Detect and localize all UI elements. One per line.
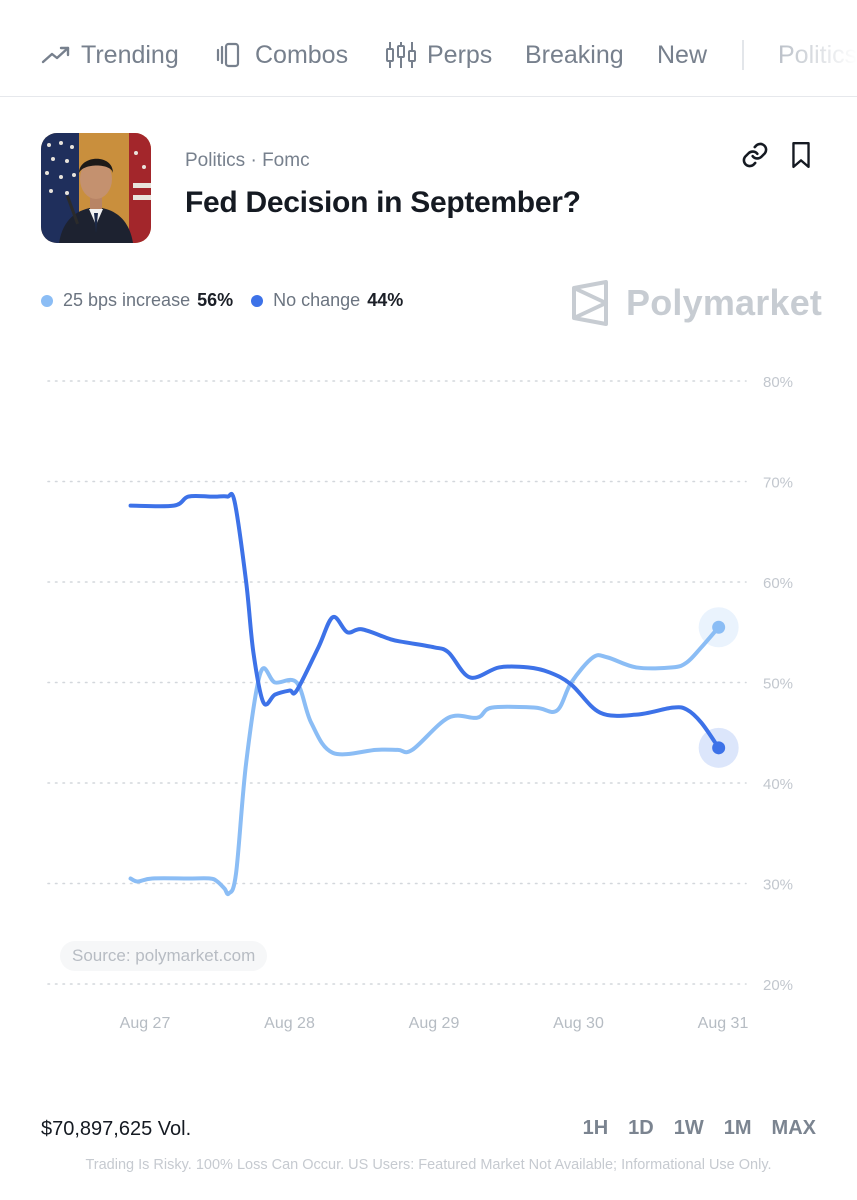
legend-dot-increase <box>41 294 53 307</box>
combos-icon <box>216 42 240 68</box>
legend-label-no-change: No change <box>273 290 361 310</box>
top-nav: Trending Combos Perps Breaking New Polit… <box>0 0 857 97</box>
chart-legend: 25 bps increase 56% No change 44% <box>41 290 421 311</box>
nav-divider <box>742 40 744 70</box>
price-chart: 80% 70% 60% 50% 40% 30% 20% Aug 27 Aug 28 Aug 29… <box>47 374 793 1032</box>
time-range-selector: 1H 1D 1W 1M MAX <box>563 1117 816 1140</box>
series-line-25bps-increase <box>128 625 721 897</box>
nav-tab-trending[interactable]: Trending <box>41 38 179 72</box>
nav-tab-label: Trending <box>81 40 179 69</box>
series-line-no-change <box>128 491 721 750</box>
brand-name: Polymarket <box>626 282 823 323</box>
trending-icon <box>41 46 70 64</box>
market-image <box>41 133 151 243</box>
y-tick-label: 50% <box>763 676 793 693</box>
y-tick-label: 70% <box>763 475 793 492</box>
range-max-button[interactable]: MAX <box>771 1117 816 1139</box>
x-tick-label: Aug 30 <box>553 1015 604 1032</box>
range-1w-button[interactable]: 1W <box>673 1117 704 1139</box>
nav-tab-new[interactable]: New <box>657 38 707 72</box>
legend-value-increase: 56% <box>197 290 234 310</box>
legend-dot-no-change <box>251 294 264 307</box>
x-tick-label: Aug 29 <box>409 1015 460 1032</box>
polymarket-watermark: Polymarket <box>570 280 822 326</box>
range-1h-button[interactable]: 1H <box>582 1117 609 1139</box>
y-tick-label: 60% <box>763 575 793 592</box>
copy-link-button[interactable] <box>740 140 770 170</box>
range-1d-button[interactable]: 1D <box>628 1117 654 1139</box>
nav-tab-combos[interactable]: Combos <box>215 38 348 72</box>
polymarket-logo-icon <box>572 280 608 326</box>
bookmark-button[interactable] <box>786 140 816 170</box>
x-tick-label: Aug 27 <box>120 1015 171 1032</box>
x-tick-label: Aug 31 <box>698 1015 749 1032</box>
nav-tab-politics[interactable]: Politics <box>778 38 857 72</box>
y-tick-label: 40% <box>763 776 793 793</box>
nav-tab-label: Combos <box>255 40 349 69</box>
nav-tab-label: Politics <box>778 40 857 69</box>
candlestick-icon <box>386 42 416 68</box>
portrait-photo <box>41 133 151 243</box>
y-tick-label: 30% <box>763 877 793 894</box>
chart-source-label: Source: polymarket.com <box>60 941 268 971</box>
y-tick-label: 80% <box>763 374 793 391</box>
nav-tab-perps[interactable]: Perps <box>385 38 492 72</box>
nav-tab-breaking[interactable]: Breaking <box>525 38 624 72</box>
volume-label: $70,897,625 Vol. <box>41 1118 192 1140</box>
risk-disclaimer: Trading Is Risky. 100% Loss Can Occur. U… <box>85 1157 772 1173</box>
market-title: Fed Decision in September? <box>185 186 581 219</box>
bookmark-icon <box>792 141 810 169</box>
nav-tab-label: New <box>657 40 708 69</box>
endpoint-dot <box>712 741 726 755</box>
legend-label-increase: 25 bps increase <box>63 290 191 310</box>
breadcrumb: Politics · Fomc <box>185 150 310 171</box>
x-tick-label: Aug 28 <box>264 1015 315 1032</box>
legend-value-no-change: 44% <box>367 290 404 310</box>
nav-tab-label: Perps <box>427 40 493 69</box>
range-1m-button[interactable]: 1M <box>723 1117 752 1139</box>
nav-tab-label: Breaking <box>525 40 624 69</box>
endpoint-dot <box>712 620 726 634</box>
link-icon <box>742 142 768 168</box>
y-tick-label: 20% <box>763 977 793 994</box>
